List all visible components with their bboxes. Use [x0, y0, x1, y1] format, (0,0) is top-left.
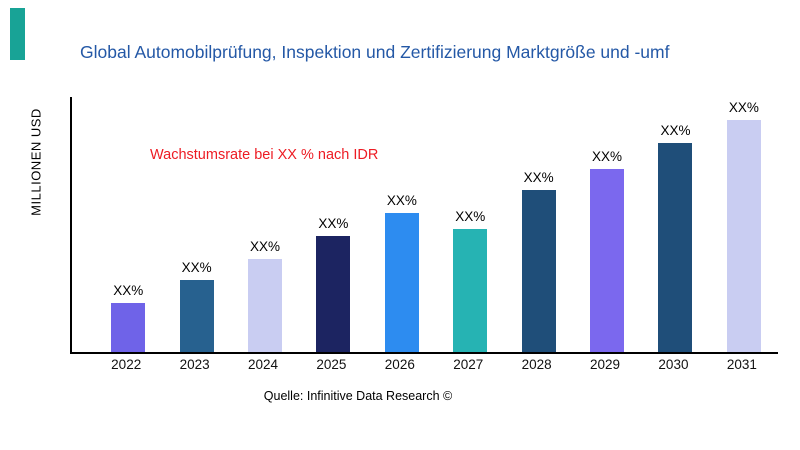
x-tick-label: 2031 [726, 357, 757, 372]
bar-2029 [590, 169, 625, 352]
bar-value-label: XX% [386, 193, 417, 208]
bar-2026 [384, 213, 419, 352]
bar-group: XX% [368, 193, 436, 352]
bar-2028 [521, 190, 556, 352]
bar-group: XX% [94, 283, 162, 352]
bar-value-label: XX% [592, 149, 623, 164]
bar-value-label: XX% [660, 123, 691, 138]
bar-value-label: XX% [523, 170, 554, 185]
bar-group: XX% [710, 100, 778, 352]
bar-group: XX% [573, 149, 641, 352]
growth-rate-annotation: Wachstumsrate bei XX % nach IDR [150, 147, 379, 163]
bar-value-label: XX% [455, 209, 486, 224]
x-tick-label: 2026 [384, 357, 415, 372]
chart-title: Global Automobilprüfung, Inspektion und … [80, 42, 670, 62]
bar-2030 [658, 143, 693, 352]
x-tick-label: 2024 [247, 357, 279, 372]
bar-2025 [316, 236, 351, 352]
y-axis-label: MILLIONEN USD [28, 108, 44, 216]
bar-group: XX% [641, 123, 709, 352]
bar-2027 [453, 229, 488, 352]
x-tick-label: 2027 [453, 357, 484, 372]
accent-mark [10, 8, 25, 60]
source-caption: Quelle: Infinitive Data Research © [263, 389, 453, 403]
x-tick-label: 2030 [658, 357, 689, 372]
bar-value-label: XX% [318, 216, 349, 231]
plot-area: Wachstumsrate bei XX % nach IDR XX% XX% XX… [70, 97, 778, 354]
bar-group: XX% [504, 170, 572, 352]
bar-group: XX% [299, 216, 367, 352]
x-tick-label: 2028 [521, 357, 552, 372]
bar-group: XX% [231, 239, 299, 352]
bar-2024 [248, 259, 283, 352]
bar-value-label: XX% [250, 239, 281, 254]
x-tick-label: 2025 [316, 357, 347, 372]
x-tick-label: 2022 [111, 357, 142, 372]
bar-value-label: XX% [113, 283, 144, 298]
bar-row: XX% XX% XX% XX% XX% XX% XX% XX% XX% XX% [72, 97, 778, 352]
bar-2022 [111, 303, 146, 352]
bar-group: XX% [436, 209, 504, 352]
bar-value-label: XX% [181, 260, 212, 275]
bar-value-label: XX% [728, 100, 759, 115]
x-tick-label: 2029 [590, 357, 621, 372]
bar-2023 [179, 280, 214, 352]
bar-2031 [726, 120, 761, 352]
x-axis-ticks: 2022 2023 2024 2025 2026 2027 2028 2029 2030 2031 [70, 357, 776, 372]
x-tick-label: 2023 [179, 357, 210, 372]
bar-group: XX% [162, 260, 230, 352]
